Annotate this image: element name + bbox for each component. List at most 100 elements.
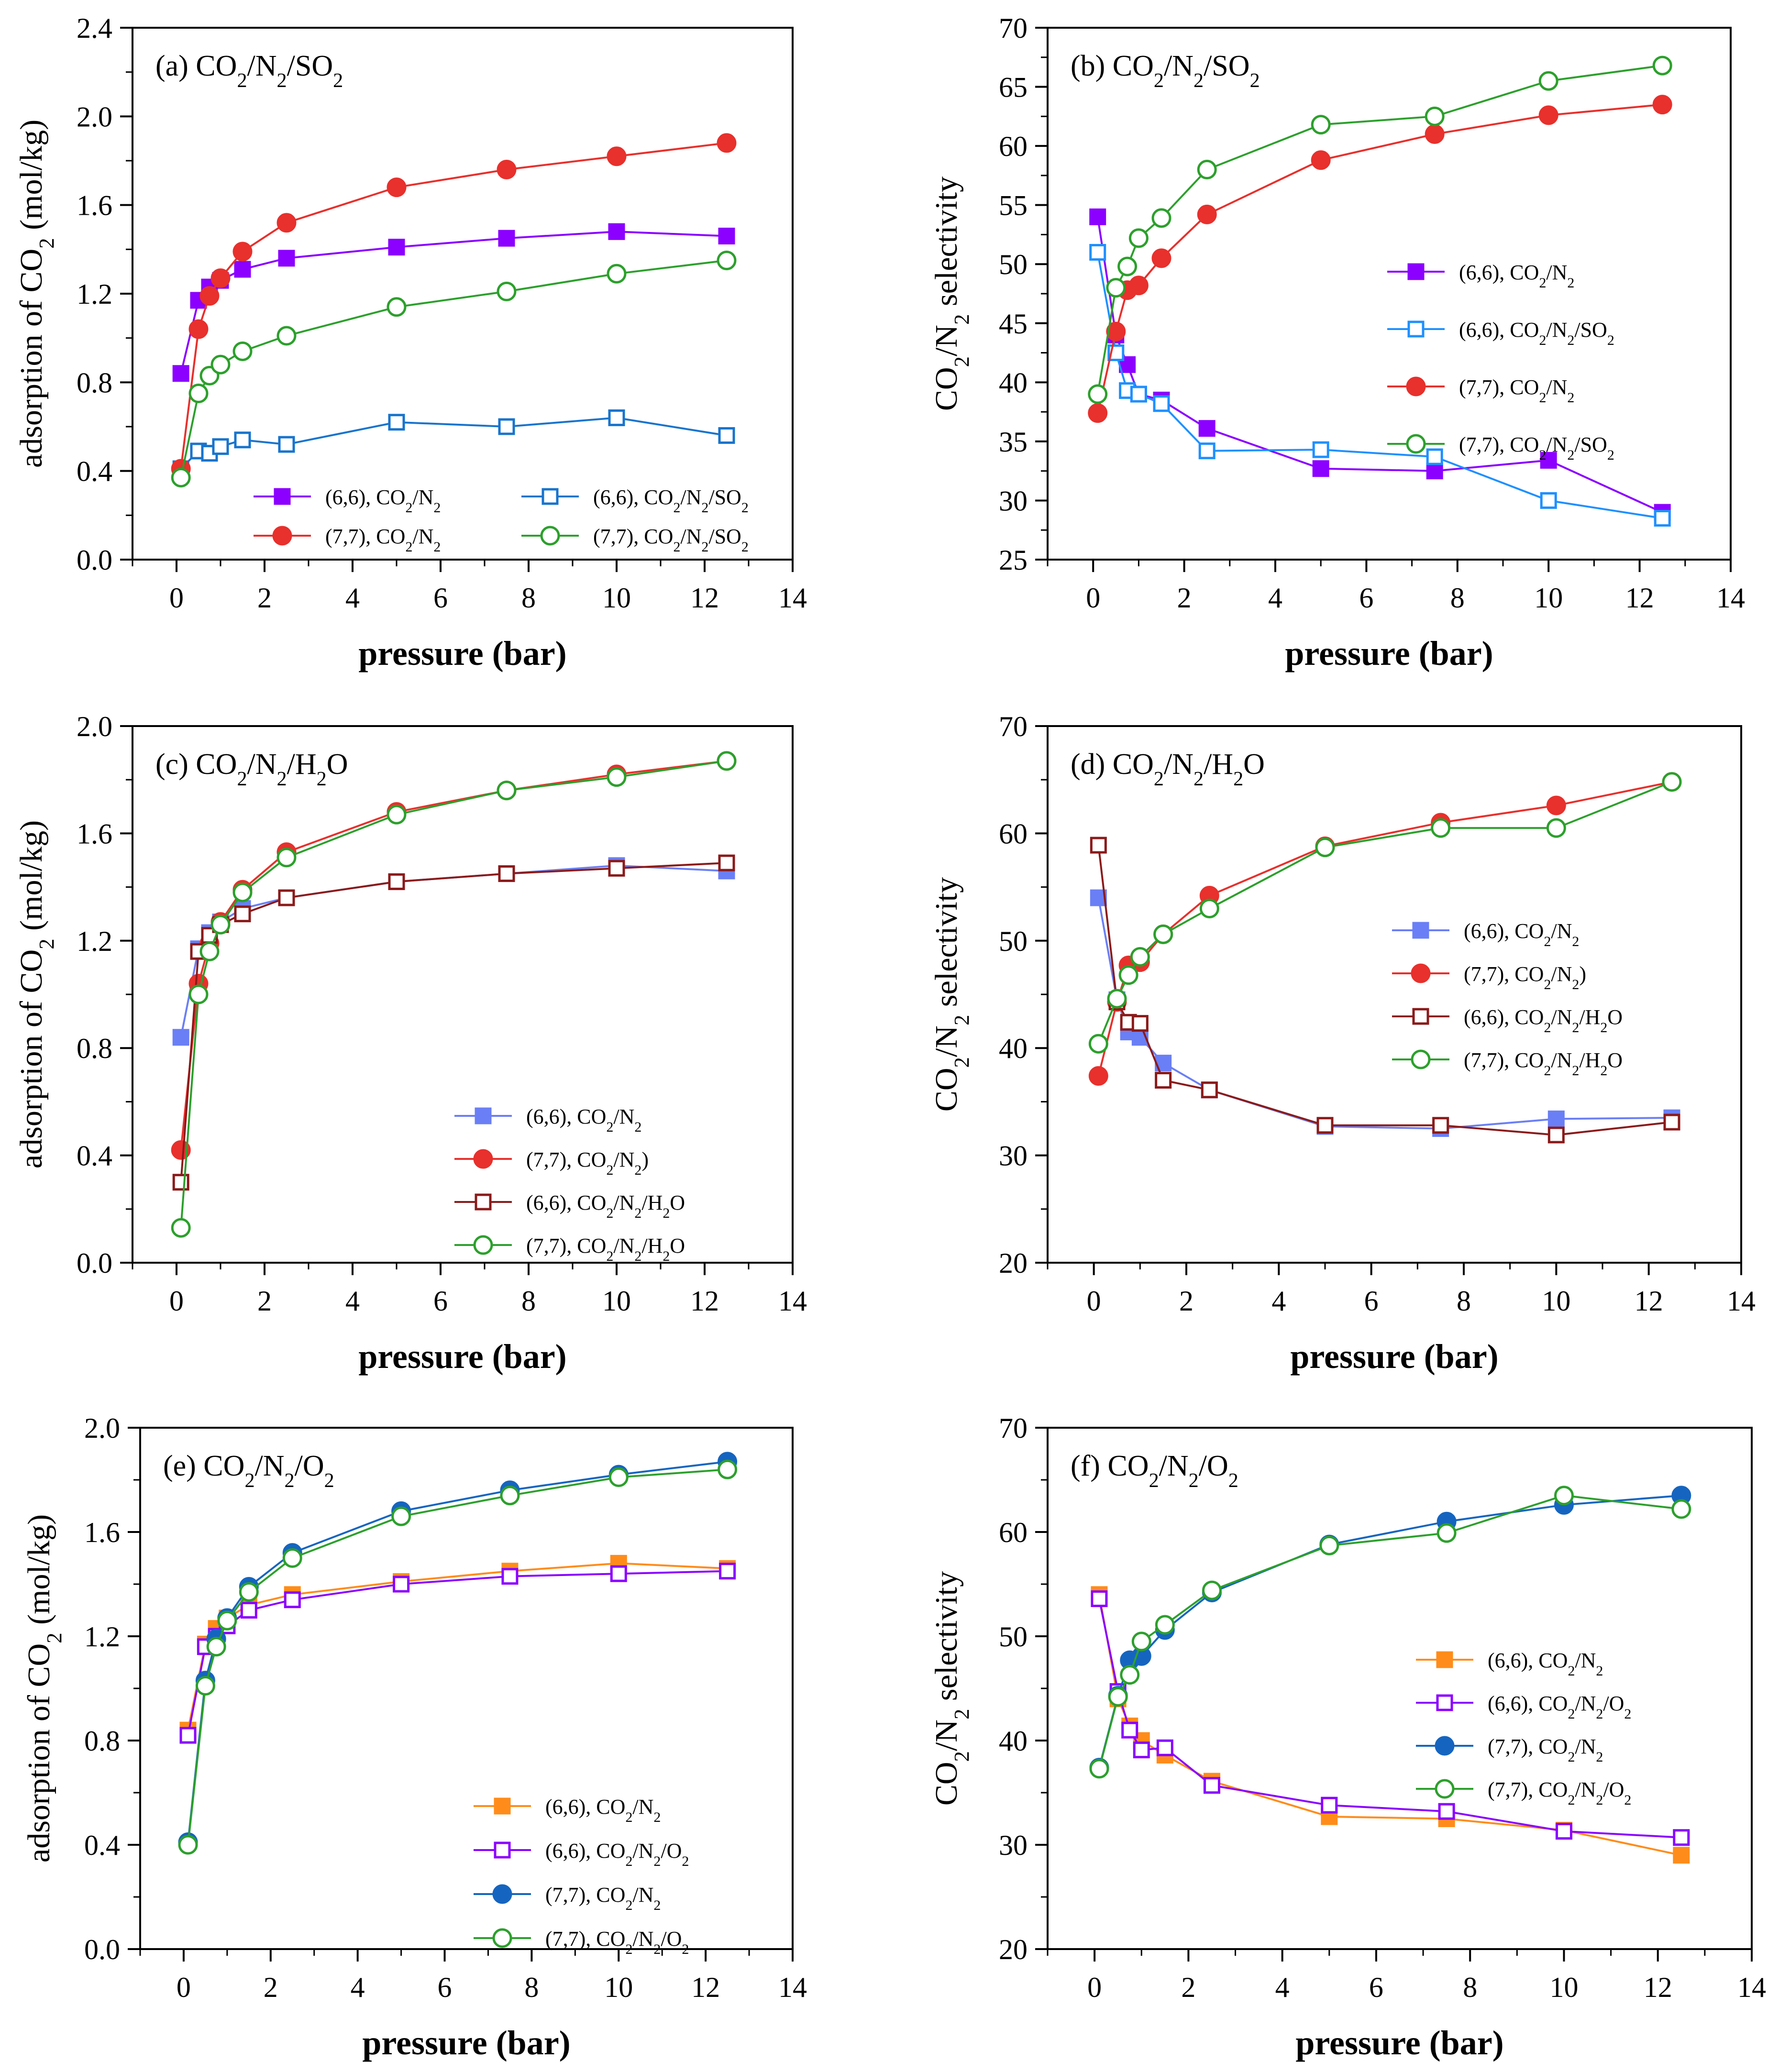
data-point [179,1727,197,1744]
x-tick-label: 6 [433,1285,448,1317]
legend-marker [492,1928,512,1948]
data-point [232,242,253,262]
legend-marker [1436,1694,1453,1711]
panel-c: 0 2 4 6 8 10 12 14 0.0 0.4 0.8 1.2 1.6 2.0 pressure (b… [14,711,807,1376]
data-point [1088,403,1108,423]
series-line [180,231,727,374]
data-point [717,133,737,153]
data-point [388,239,405,256]
data-point [1197,160,1217,180]
data-point [607,146,627,166]
y-tick-label: 70 [999,12,1028,44]
legend-label: (7,7), CO2/N2 [545,1883,661,1913]
series-1 [179,1554,736,1739]
x-axis-title: pressure (bar) [358,634,566,672]
legend-marker [492,1884,512,1904]
y-tick-label: 30 [999,1140,1028,1172]
x-tick-label: 0 [169,1285,184,1317]
legend-item: (6,6), CO2/N2/H2O [1392,1005,1623,1036]
x-tick-label: 12 [1625,582,1654,614]
data-point [1121,1721,1138,1739]
data-point [276,326,297,346]
legend-label: (7,7), CO2/N2 [1488,1735,1603,1765]
data-point [195,1676,215,1696]
legend-item: (7,7), CO2/N2 [474,1883,661,1913]
data-point [1198,420,1215,437]
data-point [1312,460,1329,477]
data-point [718,854,735,871]
data-point [234,905,251,923]
data-point [1131,1631,1151,1652]
data-point [1130,947,1150,967]
y-tick-label: 1.2 [77,926,112,957]
legend-item: (6,6), CO2/N2/SO2 [521,485,749,516]
data-point [717,751,737,771]
data-point [217,1610,237,1631]
legend-item: (6,6), CO2/N2/H2O [454,1191,685,1221]
legend-marker [494,1841,511,1859]
data-point [199,286,220,306]
legend-item: (6,6), CO2/N2 [1416,1649,1603,1679]
data-point [1197,204,1217,224]
y-tick-label: 25 [999,544,1028,576]
panel-f: 0 2 4 6 8 10 12 14 20 30 40 50 60 70 pressure (bar) CO2… [929,1412,1766,2062]
series-2 [1089,244,1671,527]
legend-label: (7,7), CO2/N2/O2 [545,1927,689,1957]
legend-label: (7,7), CO2/N2) [1464,962,1586,992]
data-point [391,1506,411,1526]
data-point [1153,924,1173,944]
legend-marker [475,1193,492,1211]
legend-marker [1436,1651,1453,1668]
legend-item: (6,6), CO2/N2/O2 [1416,1692,1631,1722]
data-point [1156,1739,1173,1756]
data-point [608,409,625,426]
y-tick-label: 1.6 [84,1517,120,1548]
data-point [608,860,625,877]
data-point [1547,1110,1565,1127]
data-point [1554,1486,1574,1506]
y-tick-label: 55 [999,190,1028,221]
plot-frame [132,27,794,561]
series-4 [1088,55,1672,404]
y-tick-label: 0.0 [77,1247,112,1279]
y-axis-title: CO2/N2 selectivity [929,1571,973,1806]
data-point [388,873,405,890]
x-tick-label: 0 [1087,1972,1102,2003]
data-point [1151,208,1171,228]
y-tick-label: 40 [999,1725,1028,1757]
x-tick-label: 0 [169,582,184,614]
y-tick-label: 70 [999,711,1028,742]
data-point [172,365,189,382]
data-point [1131,1015,1149,1032]
data-point [718,228,735,245]
series-line [187,1460,728,1842]
legend-item: (7,7), CO2/N2 [1387,375,1574,406]
series-line [187,1570,728,1736]
y-axis-title: adsorption of CO2 (mol/kg) [22,1514,66,1863]
x-tick-label: 2 [1179,1285,1193,1317]
series-line [187,1562,728,1730]
data-point [1201,1081,1218,1099]
series-4 [1089,1486,1691,1779]
x-tick-label: 6 [1364,1285,1379,1317]
y-tick-label: 20 [999,1247,1028,1279]
x-tick-label: 14 [778,1972,807,2003]
series-line [1096,103,1663,414]
x-tick-label: 0 [1087,1285,1101,1317]
data-point [1538,71,1558,91]
data-point [188,319,209,339]
data-point [1202,1580,1222,1600]
series-4 [171,251,737,488]
y-tick-label: 2.0 [77,101,112,132]
x-tick-label: 10 [1534,582,1563,614]
series-line [1098,1494,1682,1769]
data-point [1089,208,1106,225]
series-line [180,417,727,470]
data-point [1090,837,1107,854]
legend: (6,6), CO2/N2 (7,7), CO2/N2) (6,6), CO2/N2… [454,1105,685,1264]
x-tick-label: 2 [257,582,272,614]
data-point [1107,344,1125,362]
y-tick-label: 30 [999,485,1028,517]
y-tick-label: 0.0 [84,1934,120,1965]
y-tick-label: 40 [999,367,1028,398]
